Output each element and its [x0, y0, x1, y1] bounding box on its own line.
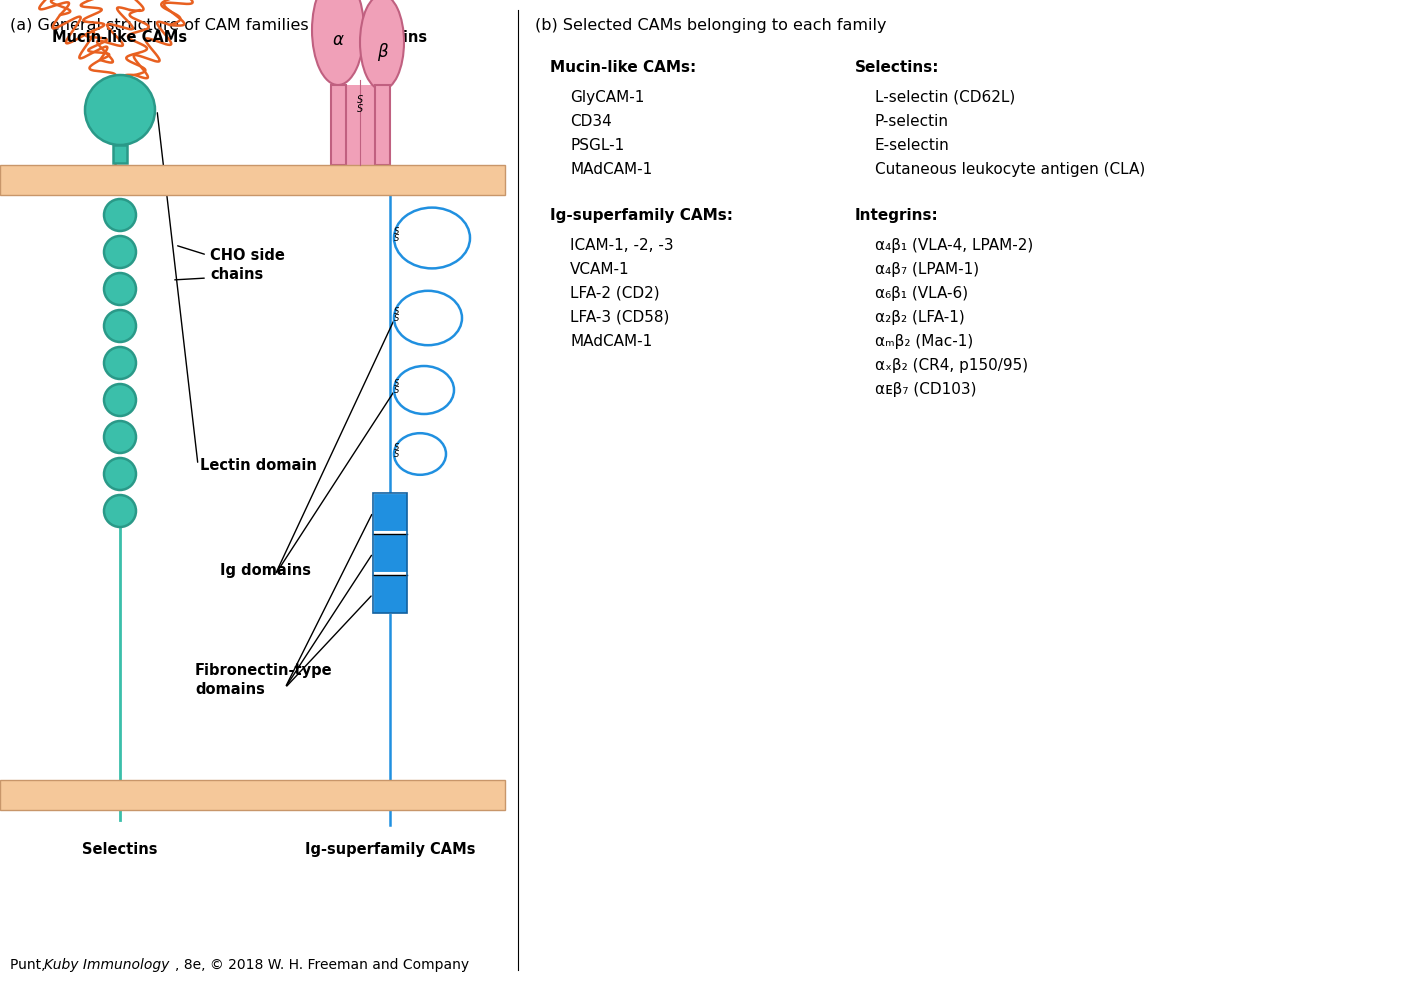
Text: S
S: S S — [394, 227, 399, 243]
Text: β: β — [377, 43, 387, 61]
Text: Mucin-like CAMs: Mucin-like CAMs — [52, 30, 187, 45]
Bar — [0, 780, 505, 810]
Text: Ig-superfamily CAMs: Ig-superfamily CAMs — [305, 842, 475, 857]
Ellipse shape — [312, 0, 364, 85]
Text: αᴇβ₇ (CD103): αᴇβ₇ (CD103) — [875, 382, 977, 397]
Text: Fibronectin-type
domains: Fibronectin-type domains — [195, 663, 333, 697]
Text: , 8e, © 2018 W. H. Freeman and Company: , 8e, © 2018 W. H. Freeman and Company — [174, 958, 470, 972]
Text: LFA-3 (CD58): LFA-3 (CD58) — [569, 310, 669, 325]
Text: CD34: CD34 — [569, 114, 612, 129]
Text: Kuby Immunology: Kuby Immunology — [44, 958, 169, 972]
Text: αₘβ₂ (Mac-1): αₘβ₂ (Mac-1) — [875, 334, 973, 349]
Ellipse shape — [104, 310, 136, 342]
Text: α₆β₁ (VLA-6): α₆β₁ (VLA-6) — [875, 286, 969, 301]
Text: Ig-superfamily CAMs:: Ig-superfamily CAMs: — [550, 208, 733, 223]
Text: Cutaneous leukocyte antigen (CLA): Cutaneous leukocyte antigen (CLA) — [875, 162, 1146, 177]
Text: (b) Selected CAMs belonging to each family: (b) Selected CAMs belonging to each fami… — [536, 18, 887, 33]
Text: αₓβ₂ (CR4, p150/95): αₓβ₂ (CR4, p150/95) — [875, 358, 1028, 373]
Bar — [373, 534, 406, 572]
Text: MAdCAM-1: MAdCAM-1 — [569, 162, 652, 177]
Ellipse shape — [394, 208, 470, 269]
Bar — [344, 85, 375, 165]
Ellipse shape — [104, 495, 136, 527]
Ellipse shape — [104, 236, 136, 268]
Text: CHO side
chains: CHO side chains — [209, 248, 285, 282]
Ellipse shape — [104, 347, 136, 379]
Ellipse shape — [104, 458, 136, 490]
Ellipse shape — [104, 273, 136, 305]
Text: PSGL-1: PSGL-1 — [569, 138, 624, 153]
Text: Selectins: Selectins — [82, 842, 157, 857]
Text: Ig domains: Ig domains — [219, 562, 311, 578]
Bar — [330, 85, 346, 165]
Text: Lectin domain: Lectin domain — [200, 457, 316, 473]
Text: Integrins: Integrins — [353, 30, 427, 45]
Bar — [0, 165, 505, 195]
Bar — [375, 85, 389, 165]
Ellipse shape — [394, 434, 446, 475]
Ellipse shape — [394, 366, 454, 414]
Text: P-selectin: P-selectin — [875, 114, 949, 129]
Text: S
S: S S — [357, 95, 363, 114]
Bar — [373, 493, 406, 531]
Text: (a) General structure of CAM families: (a) General structure of CAM families — [10, 18, 309, 33]
Text: α₄β₇ (LPAM-1): α₄β₇ (LPAM-1) — [875, 262, 979, 277]
Text: α: α — [332, 31, 343, 49]
Text: Punt,: Punt, — [10, 958, 49, 972]
Text: E-selectin: E-selectin — [875, 138, 949, 153]
Bar — [373, 575, 406, 613]
Ellipse shape — [104, 199, 136, 231]
Text: α₂β₂ (LFA-1): α₂β₂ (LFA-1) — [875, 310, 965, 325]
Text: GlyCAM-1: GlyCAM-1 — [569, 90, 644, 105]
Bar — [373, 493, 406, 613]
Text: LFA-2 (CD2): LFA-2 (CD2) — [569, 286, 659, 301]
Text: α₄β₁ (VLA-4, LPAM-2): α₄β₁ (VLA-4, LPAM-2) — [875, 238, 1033, 253]
Text: L-selectin (CD62L): L-selectin (CD62L) — [875, 90, 1015, 105]
Ellipse shape — [104, 421, 136, 453]
Text: S
S: S S — [394, 307, 399, 324]
Ellipse shape — [394, 290, 463, 345]
Text: Selectins:: Selectins: — [855, 60, 939, 75]
Ellipse shape — [104, 384, 136, 416]
Bar — [112, 145, 127, 163]
Text: Mucin-like CAMs:: Mucin-like CAMs: — [550, 60, 696, 75]
Text: ICAM-1, -2, -3: ICAM-1, -2, -3 — [569, 238, 673, 253]
Text: MAdCAM-1: MAdCAM-1 — [569, 334, 652, 349]
Text: VCAM-1: VCAM-1 — [569, 262, 630, 277]
Text: S
S: S S — [394, 442, 399, 459]
Ellipse shape — [360, 0, 404, 89]
Text: Integrins:: Integrins: — [855, 208, 939, 223]
Ellipse shape — [84, 75, 155, 145]
Text: S
S: S S — [394, 379, 399, 395]
